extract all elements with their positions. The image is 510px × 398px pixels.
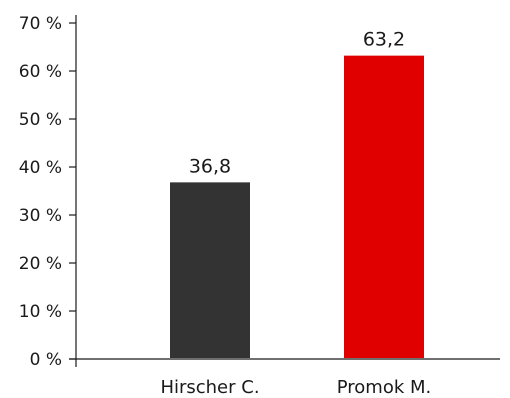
y-tick-label: 20 % (19, 254, 62, 274)
x-axis: Hirscher C. Promok M. (69, 358, 500, 398)
bar-hirscher-c (170, 182, 250, 358)
data-label: 63,2 (363, 29, 405, 51)
y-tick-label: 50 % (19, 110, 62, 130)
bar-promok-m (344, 55, 424, 358)
y-tick-label: 10 % (19, 302, 62, 322)
y-tick-label: 30 % (19, 206, 62, 226)
y-tick-label: 70 % (19, 14, 62, 34)
x-category-label: Hirscher C. (160, 377, 259, 398)
y-tick-label: 0 % (30, 350, 62, 370)
y-tick-label: 40 % (19, 158, 62, 178)
data-label: 36,8 (189, 155, 231, 177)
y-tick-label: 60 % (19, 62, 62, 82)
y-axis: 0 % 10 % 20 % 30 % 40 % 50 % 60 % 70 % (19, 14, 77, 370)
x-category-label: Promok M. (337, 377, 432, 398)
bars: 36,8 63,2 (170, 29, 424, 358)
